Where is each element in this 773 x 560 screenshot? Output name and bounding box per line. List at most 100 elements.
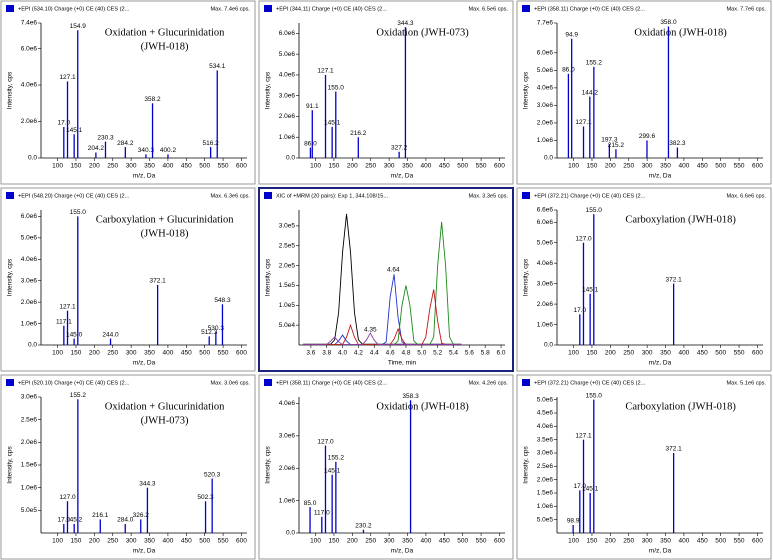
panel-header: +EPI (548.20) Charge (+0) CE (40) CES (2… — [18, 193, 130, 199]
x-tick-label: 450 — [439, 163, 450, 170]
y-tick-label: 6.0e6 — [21, 213, 38, 220]
x-tick-label: 400 — [162, 538, 173, 545]
y-tick-label: 1.0e6 — [537, 137, 554, 144]
y-tick-label: 0.0 — [28, 342, 37, 349]
y-tick-label: 4.0e6 — [21, 256, 38, 263]
x-tick-label: 100 — [52, 350, 63, 357]
x-axis-label: m/z, Da — [133, 360, 156, 367]
y-tick-label: 4.0e6 — [279, 400, 296, 407]
x-tick-label: 200 — [89, 538, 100, 545]
x-tick-label: 500 — [715, 350, 726, 357]
y-tick-label: 4.0e6 — [21, 82, 38, 89]
annotation: (JWH-018) — [141, 41, 189, 52]
x-tick-label: 450 — [697, 163, 708, 170]
peak-label: 299.6 — [639, 133, 656, 140]
x-tick-label: 400 — [678, 538, 689, 545]
panel-frame — [0, 0, 256, 185]
annotation: Carboxylation (JWH-018) — [625, 401, 736, 412]
annotation: Carboxylation + Glucurinidation — [96, 214, 234, 225]
y-tick-label: 3.5e6 — [537, 436, 554, 443]
x-tick-label: 200 — [605, 163, 616, 170]
panel-icon — [264, 379, 272, 386]
panel-frame — [516, 374, 772, 560]
x-tick-label: 550 — [734, 163, 745, 170]
peak-label: 230.2 — [355, 522, 372, 529]
peak-label: 127.1 — [59, 303, 76, 310]
x-tick-label: 500 — [715, 538, 726, 545]
peak-label: 144.2 — [582, 89, 599, 96]
annotation: Oxidation (JWH-018) — [376, 401, 469, 412]
max-label: Max. 7.7e6 cps. — [727, 6, 767, 12]
peak-label: 127.0 — [317, 438, 334, 445]
y-tick-label: 1.0e6 — [279, 134, 296, 141]
y-tick-label: 2.0e6 — [21, 118, 38, 125]
max-label: Max. 6.6e6 cps. — [727, 193, 767, 199]
x-tick-label: 600 — [752, 538, 763, 545]
peak-label: 204.2 — [88, 145, 105, 152]
x-tick-label: 300 — [126, 163, 137, 170]
peak-label: 530.3 — [208, 325, 225, 332]
x-tick-label: 250 — [107, 163, 118, 170]
panel-header: +EPI (520.10) Charge (+0) CE (40) CES (2… — [18, 380, 130, 386]
y-tick-label: 3.0e6 — [537, 102, 554, 109]
y-tick-label: 5.0e4 — [279, 322, 296, 329]
y-axis-label: Intensity, cps — [265, 446, 272, 484]
y-tick-label: 4.0e6 — [279, 72, 296, 79]
x-tick-label: 300 — [642, 163, 653, 170]
y-tick-label: 6.6e6 — [537, 207, 554, 214]
y-tick-label: 5.0e6 — [537, 67, 554, 74]
max-label: Max. 7.4e6 cps. — [211, 6, 251, 12]
x-axis-label: m/z, Da — [391, 548, 414, 555]
peak-label: 548.3 — [214, 297, 231, 304]
max-label: Max. 3.3e5 cps. — [469, 193, 509, 199]
y-axis-label: Intensity, cps — [265, 71, 272, 109]
y-tick-label: 6.0e6 — [537, 50, 554, 57]
x-tick-label: 350 — [144, 163, 155, 170]
peak-label: 127.0 — [575, 235, 592, 242]
x-tick-label: 250 — [623, 538, 634, 545]
panel-icon — [6, 5, 14, 12]
y-tick-label: 3.0e6 — [537, 280, 554, 287]
max-label: Max. 3.0e6 cps. — [211, 380, 251, 386]
panel: +EPI (548.20) Charge (+0) CE (40) CES (2… — [0, 187, 256, 372]
x-tick-label: 100 — [568, 163, 579, 170]
panel-icon — [264, 192, 272, 199]
x-tick-label: 6.0 — [497, 350, 506, 357]
peak-label: 127.1 — [575, 119, 592, 126]
y-tick-label: 3.0e5 — [279, 223, 296, 230]
y-tick-label: 2.0e6 — [279, 113, 296, 120]
x-tick-label: 450 — [439, 538, 450, 545]
peak-label: 145.1 — [324, 467, 341, 474]
y-tick-label: 5.0e6 — [279, 51, 296, 58]
x-tick-label: 550 — [476, 538, 487, 545]
peak-label: 512.3 — [201, 329, 218, 336]
peak-label: 344.3 — [397, 20, 414, 27]
x-tick-label: 400 — [162, 350, 173, 357]
x-tick-label: 550 — [218, 350, 229, 357]
x-tick-label: 200 — [347, 538, 358, 545]
x-tick-label: 5.6 — [465, 350, 474, 357]
peak-annotation: 4.64 — [387, 266, 400, 273]
panel-icon — [522, 379, 530, 386]
x-tick-label: 500 — [457, 163, 468, 170]
y-tick-label: 1.0e6 — [279, 497, 296, 504]
x-tick-label: 400 — [420, 538, 431, 545]
peak-label: 216.2 — [350, 130, 367, 137]
peak-label: 155.0 — [328, 84, 345, 91]
y-tick-label: 2.0e6 — [537, 120, 554, 127]
x-tick-label: 5.2 — [433, 350, 442, 357]
panel: +EPI (372.21) Charge (+0) CE (40) CES (2… — [516, 374, 772, 560]
panel-frame — [258, 187, 514, 372]
peak-label: 17.0 — [573, 483, 586, 490]
peak-label: 145.1 — [66, 127, 83, 134]
peak-label: 127.1 — [317, 68, 334, 75]
panel-header: XIC of +MRM (20 pairs): Exp 1, 344.108/1… — [276, 193, 389, 199]
y-tick-label: 4.0e6 — [537, 260, 554, 267]
peak-label: 91.1 — [306, 103, 319, 110]
y-tick-label: 4.0e6 — [537, 85, 554, 92]
peak-label: 216.1 — [92, 512, 109, 519]
x-tick-label: 500 — [715, 163, 726, 170]
x-tick-label: 550 — [734, 538, 745, 545]
x-axis-label: m/z, Da — [649, 360, 672, 367]
